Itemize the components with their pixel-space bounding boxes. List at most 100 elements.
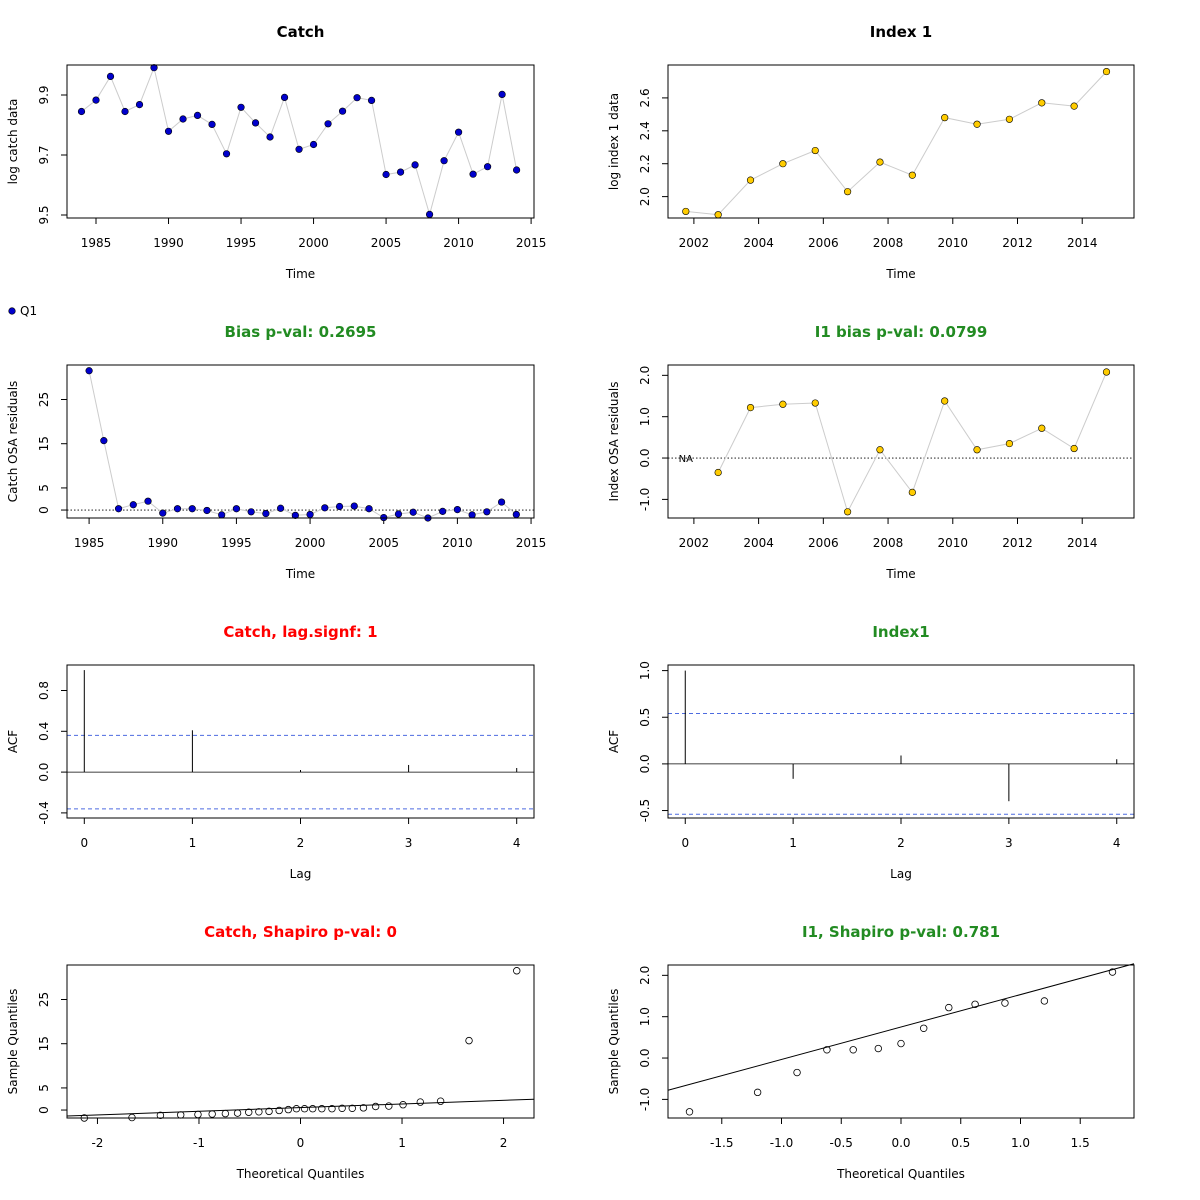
series-line — [81, 66, 518, 217]
x-tick-label: 2015 — [516, 236, 547, 250]
panel-index-ts: Index 1 2002 2004 2006 2008 2010 2012 2014 2.0 2.… — [607, 23, 1135, 281]
data-point — [222, 150, 231, 158]
data-point — [714, 211, 722, 219]
x-tick-label: 1985 — [81, 236, 112, 250]
x-tick-label: 1.5 — [1071, 1136, 1090, 1150]
data-point — [483, 163, 492, 171]
data-point — [453, 505, 461, 514]
y-axis-label: Sample Quantiles — [6, 989, 20, 1095]
data-point — [876, 446, 884, 454]
data-point — [941, 114, 949, 122]
y-tick-label: -0.5 — [638, 799, 652, 822]
x-tick-label: -1 — [193, 1136, 205, 1150]
data-point — [324, 120, 332, 128]
y-axis-label: log index 1 data — [607, 93, 621, 190]
x-tick-label: 3 — [405, 836, 413, 850]
x-tick-label: 1995 — [226, 236, 257, 250]
y-tick-label: 1.0 — [638, 661, 652, 680]
y-tick-label: 0.0 — [37, 763, 51, 782]
x-tick-label: 0.0 — [891, 1136, 910, 1150]
plot-frame — [667, 364, 1135, 519]
panel-index-resid: I1 bias p-val: 0.0799 2002 2004 2006 2008 201… — [607, 323, 1135, 581]
y-tick-label: 25 — [37, 992, 51, 1007]
data-point — [468, 511, 476, 519]
data-point — [746, 403, 755, 412]
plot-area — [668, 670, 1134, 815]
qq-point — [399, 1101, 407, 1109]
y-tick-label: 9.5 — [37, 205, 51, 224]
panel-catch-resid: Bias p-val: 0.2695 1985 1990 1995 2000 2005 20… — [6, 323, 546, 581]
x-axis-label: Lag — [890, 867, 912, 881]
data-point — [1070, 102, 1078, 110]
panel-index-acf: Index1 0 1 2 3 4 -0.5 0.0 0.5 1.0 Lag ACF — [607, 623, 1135, 881]
data-point — [251, 119, 260, 127]
x-tick-label: 2 — [297, 836, 305, 850]
x-tick-label: 2 — [500, 1136, 508, 1150]
plot-frame — [66, 64, 535, 219]
data-point — [409, 508, 417, 516]
qq-point — [1040, 997, 1049, 1005]
y-tick-label: 0.0 — [638, 754, 652, 773]
x-tick-label: -2 — [91, 1136, 103, 1150]
qq-point — [233, 1109, 242, 1117]
y-tick-label: 2.4 — [638, 121, 652, 140]
data-point — [365, 505, 373, 513]
chart-title: Bias p-val: 0.2695 — [225, 323, 377, 341]
plot-frame — [66, 664, 535, 819]
x-axis-label: Time — [885, 567, 915, 581]
data-point — [779, 160, 787, 168]
x-axis-label: Theoretical Quantiles — [236, 1167, 365, 1181]
chart-title: Index 1 — [870, 23, 933, 41]
y-tick-label: 2.0 — [638, 187, 652, 206]
data-point — [188, 505, 196, 513]
qq-point — [753, 1088, 762, 1097]
y-tick-label: 2.6 — [638, 88, 652, 107]
x-tick-label: 2 — [897, 836, 905, 850]
qq-point — [874, 1044, 882, 1053]
chart-title: I1 bias p-val: 0.0799 — [815, 323, 988, 341]
y-tick-label: 1.0 — [638, 1007, 652, 1026]
data-point — [121, 107, 129, 116]
qq-point — [300, 1105, 309, 1113]
data-point — [77, 107, 86, 116]
data-point — [682, 207, 690, 216]
data-point — [277, 504, 285, 512]
plot-frame — [66, 364, 535, 519]
plot-area — [667, 963, 1135, 1116]
x-tick-label: 2010 — [938, 236, 969, 250]
data-point — [497, 498, 506, 506]
data-point — [908, 488, 916, 496]
qq-point — [328, 1105, 336, 1113]
y-axis-label: Sample Quantiles — [607, 989, 621, 1095]
qq-point — [338, 1104, 346, 1112]
x-tick-label: -1.5 — [710, 1136, 733, 1150]
x-tick-label: 2004 — [743, 536, 774, 550]
y-tick-label: -0.4 — [37, 801, 51, 824]
y-tick-label: 5 — [37, 1084, 51, 1092]
plot-area — [66, 967, 535, 1122]
qq-point — [897, 1039, 905, 1048]
plot-frame — [66, 964, 535, 1119]
data-point — [150, 64, 158, 72]
data-point — [1005, 115, 1014, 123]
x-axis-label: Time — [285, 567, 315, 581]
y-tick-label: 0.0 — [638, 448, 652, 467]
qq-point — [265, 1107, 273, 1116]
qq-point — [371, 1102, 380, 1111]
plot-frame — [667, 64, 1135, 219]
x-axis-label: Time — [885, 267, 915, 281]
x-axis-label: Time — [285, 267, 315, 281]
data-point — [232, 505, 241, 513]
x-tick-label: 4 — [513, 836, 521, 850]
legend-q1-label: Q1 — [20, 304, 37, 318]
plot-area: NA — [668, 368, 1134, 516]
plot-area — [77, 64, 521, 218]
data-point — [394, 510, 403, 518]
qq-point — [221, 1109, 230, 1118]
y-tick-label: 15 — [37, 1036, 51, 1051]
x-tick-label: 2006 — [808, 236, 839, 250]
data-point — [262, 509, 270, 518]
data-point — [100, 437, 108, 445]
data-point — [714, 468, 722, 477]
qq-point — [465, 1036, 473, 1045]
